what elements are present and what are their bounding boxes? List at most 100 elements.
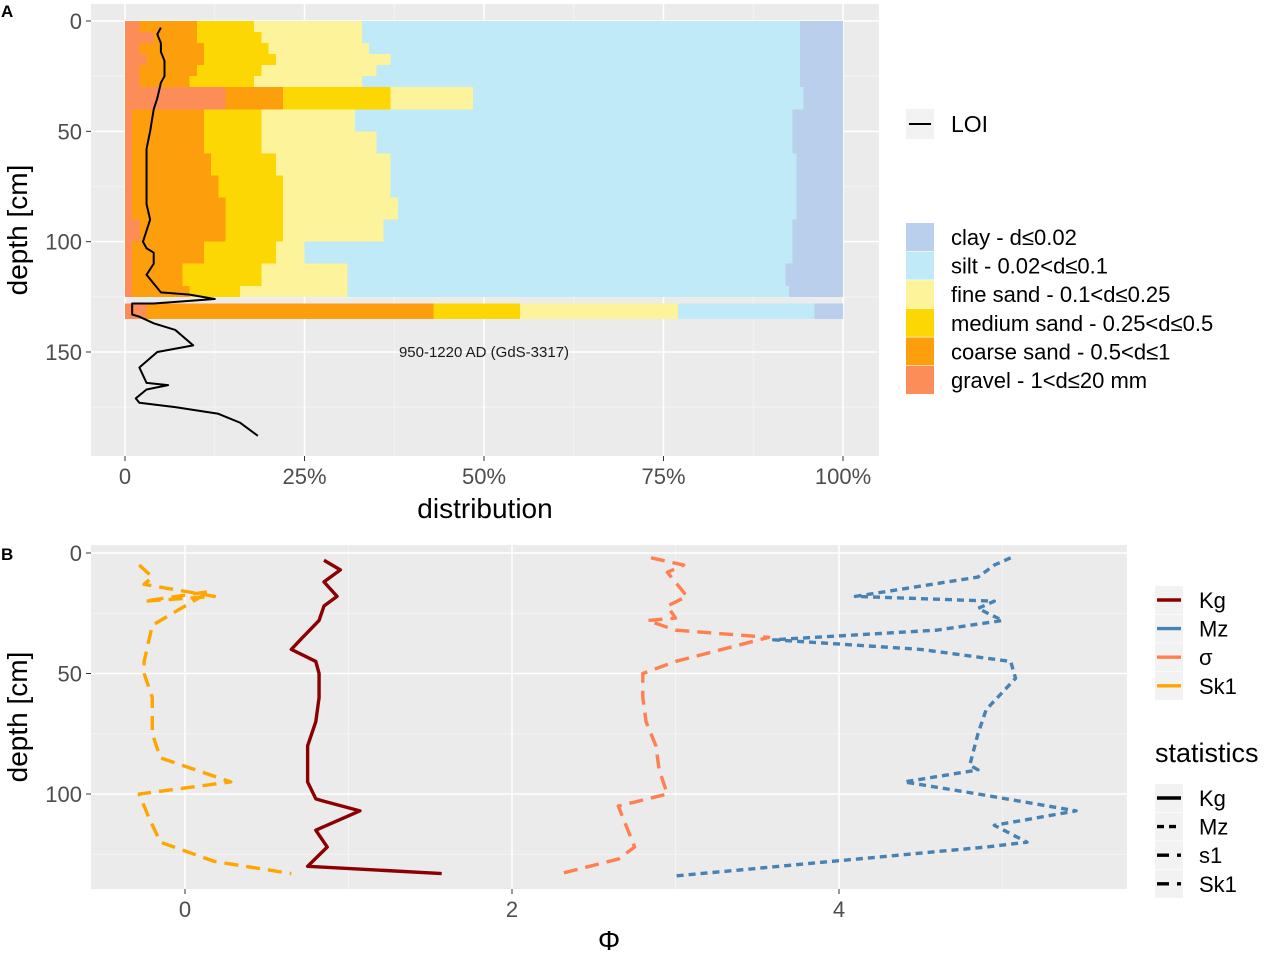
panel-a-bar-segment (139, 65, 197, 77)
panel-a-bar-segment (132, 109, 204, 132)
panel-label-a: A (1, 2, 13, 21)
panel-a-bar-segment (203, 43, 269, 55)
panel-a-bar-segment (275, 54, 391, 66)
panel-a-bar-segment (433, 303, 520, 319)
panel-a-bar-segment (225, 219, 283, 242)
panel-a-bar-segment (211, 153, 276, 176)
legend-color-label: σ (1199, 645, 1213, 670)
panel-a-bar-segment (390, 54, 800, 66)
panel-a-bar-segment (376, 131, 793, 154)
panel-a-bar-segment (203, 131, 262, 154)
panel-a-bar-segment (125, 76, 140, 88)
legend-color-label: Mz (1199, 617, 1228, 642)
panel-a-x-tick-label: 75% (641, 464, 685, 489)
panel-a-bar-segment (792, 241, 843, 264)
panel-a-y-tick-label: 0 (70, 9, 82, 34)
panel-a-bar-segment (792, 219, 843, 242)
panel-a-x-tick-label: 50% (462, 464, 506, 489)
panel-a-bar-segment (361, 21, 800, 33)
panel-a-bar-segment (814, 303, 843, 319)
panel-a-bar-segment (275, 241, 305, 264)
panel-a-bar-segment (799, 21, 843, 33)
legend-fill-key (906, 223, 934, 251)
panel-a-bar-segment (796, 153, 843, 176)
panel-a-bar-segment (125, 285, 133, 297)
legend-fill-key (906, 337, 934, 366)
panel-a-bar-segment (261, 263, 348, 286)
panel-a-y-tick-label: 50 (58, 119, 82, 144)
panel-a-bar-segment (268, 43, 370, 55)
panel-a-bar-segment (125, 54, 147, 66)
panel-a-bar-segment (799, 43, 843, 55)
panel-a-loi-line (131, 27, 259, 437)
panel-a-bar-segment (789, 285, 843, 297)
panel-a-bar-segment (203, 109, 262, 132)
panel-a-bar-segment (397, 197, 797, 220)
panel-b-series-line (137, 563, 292, 876)
panel-a-bar-segment (196, 32, 262, 44)
legend-fill-label: medium sand - 0.25<d≤0.5 (951, 311, 1213, 336)
legend-fill-key (906, 366, 934, 394)
panel-a-bar-segment (125, 21, 140, 33)
panel-a-bar-segment (799, 65, 843, 77)
panel-a-bar-segment (261, 109, 355, 132)
panel-a-bar-segment (282, 197, 398, 220)
panel-a-bar-segment (519, 303, 678, 319)
panel-a-bar-segment (132, 241, 204, 264)
panel-a-bar-segment (125, 43, 140, 55)
panel-b-series-line (675, 556, 1078, 878)
panel-a-bar-segment (146, 54, 204, 66)
panel-a-bar-segment (304, 241, 793, 264)
panel-a-bar-segment (785, 263, 843, 286)
panel-a-bar-segment (132, 153, 212, 176)
panel-a-bar-segment (182, 263, 262, 286)
panel-a-bar-segment (261, 32, 362, 44)
panel-a-bar-segment (125, 219, 140, 242)
legend-fill-key (906, 251, 934, 280)
legend-fill-label: silt - 0.02<d≤0.1 (951, 254, 1108, 279)
panel-a-bar-segment (677, 303, 815, 319)
legend-fill-key (906, 280, 934, 309)
panel-a-bar-segment (139, 76, 190, 88)
panel-b-x-tick-label: 2 (506, 897, 518, 922)
legend-linetype-label: Sk1 (1199, 872, 1237, 897)
panel-a-bar-segment (792, 131, 843, 154)
panel-a-bar-segment (361, 32, 800, 44)
panel-a-bar-segment (282, 175, 391, 198)
panel-a-bar-segment (796, 175, 843, 198)
panel-a-bar-segment (146, 303, 434, 319)
panel-a-bar-segment (125, 303, 147, 319)
panel-b-series-line (289, 558, 442, 876)
panel-a-bar-segment (473, 87, 804, 110)
panel-b-y-tick-label: 50 (58, 662, 82, 687)
panel-a-bar-segment (254, 76, 362, 88)
panel-a-bar-segment (125, 263, 133, 286)
legend-linetype-label: Mz (1199, 815, 1228, 840)
legend-linetype-label: s1 (1199, 843, 1222, 868)
panel-a-bar-segment (383, 219, 793, 242)
panel-a-bar-segment (796, 197, 843, 220)
panel-a-bar-segment (132, 263, 183, 286)
panel-a-bar-segment (282, 219, 384, 242)
panel-a-bar-segment (203, 241, 276, 264)
panel-b-background (91, 545, 1127, 889)
legend-linetype-label: Kg (1199, 786, 1226, 811)
panel-a-y-axis-title: depth [cm] (2, 165, 33, 296)
panel-b-y-tick-label: 0 (70, 541, 82, 566)
panel-a-bar-segment (799, 76, 843, 88)
panel-b-y-axis-title: depth [cm] (2, 652, 33, 783)
panel-a-bar-segment (132, 131, 204, 154)
panel-a-bar-segment (125, 32, 154, 44)
panel-a-bar-segment (282, 87, 391, 110)
panel-a-x-axis-title: distribution (417, 493, 552, 524)
legend-loi-label: LOI (951, 111, 988, 137)
panel-a-bar-segment (203, 54, 276, 66)
panel-a-bar-segment (354, 109, 793, 132)
panel-a-bar-segment (239, 285, 348, 297)
legend-fill-label: gravel - 1<d≤20 mm (951, 368, 1147, 393)
panel-a-bar-segment (792, 109, 843, 132)
panel-a-annotation: 950-1220 AD (GdS-3317) (399, 344, 569, 361)
legend-color-label: Sk1 (1199, 674, 1237, 699)
panel-a-bar-segment (225, 87, 283, 110)
panel-a-bar-segment (390, 87, 474, 110)
